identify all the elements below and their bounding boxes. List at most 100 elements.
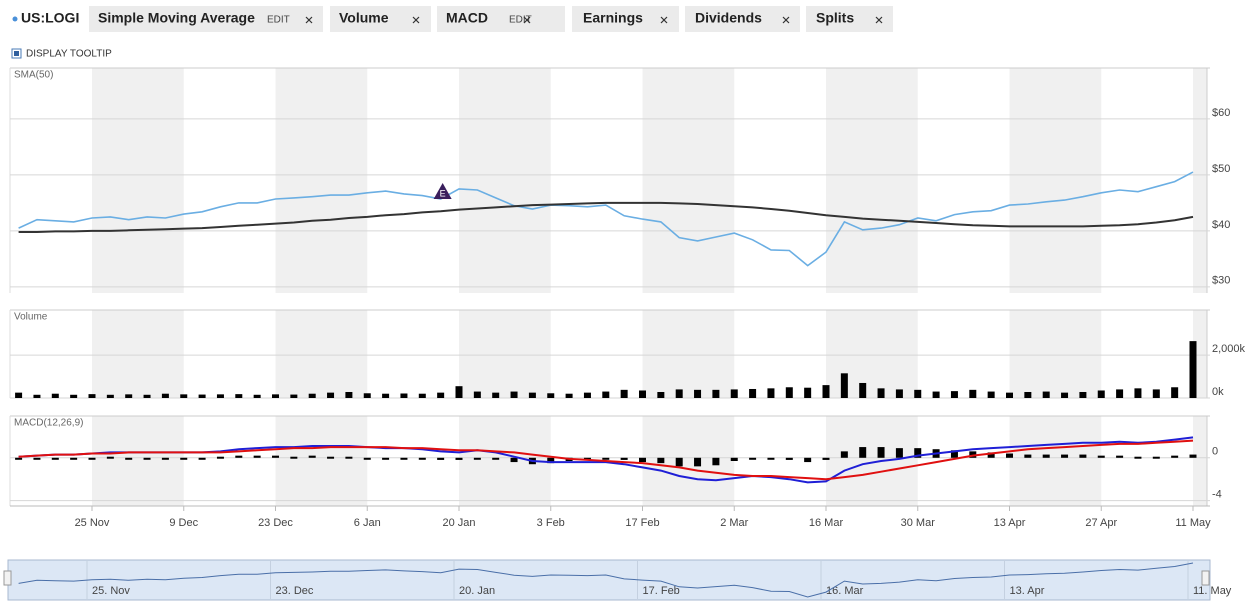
tab-bg[interactable]: [89, 6, 323, 32]
navigator-label: 11. May: [1193, 585, 1232, 597]
volume-bar: [840, 373, 848, 398]
band: [92, 416, 184, 506]
checkbox-fill: [14, 51, 19, 56]
histogram-bar: [106, 456, 114, 459]
histogram-bar: [694, 457, 702, 467]
histogram-bar: [1134, 456, 1142, 459]
histogram-bar: [859, 447, 867, 458]
histogram-bar: [161, 457, 169, 460]
symbol-dot: [12, 16, 18, 22]
close-stroke: [523, 16, 531, 24]
y-tick-label: 0: [1212, 446, 1218, 458]
histogram-bar: [785, 457, 793, 460]
volume-bar: [950, 391, 958, 398]
tab-label[interactable]: Dividends: [695, 10, 762, 26]
y-tick-label: $60: [1212, 107, 1230, 119]
tab-bg[interactable]: [437, 6, 565, 32]
tooltip-toggle[interactable]: DISPLAY TOOLTIP: [26, 49, 112, 60]
volume-bar: [749, 388, 757, 398]
close-stroke: [660, 16, 668, 24]
histogram-bar: [143, 457, 151, 460]
histogram-bar: [969, 451, 977, 458]
earnings-marker: [433, 182, 452, 199]
volume-bar: [987, 391, 995, 398]
x-tick-label: 23 Dec: [258, 517, 293, 529]
histogram-bar: [455, 457, 463, 460]
tab-label[interactable]: Earnings: [583, 10, 643, 26]
histogram-bar: [1189, 454, 1197, 458]
close-button[interactable]: [660, 16, 668, 24]
histogram-bar: [547, 457, 555, 464]
volume-bar: [822, 385, 830, 398]
x-tick-label: 2 Mar: [720, 517, 748, 529]
band: [1009, 68, 1102, 293]
close-button[interactable]: [412, 16, 420, 24]
volume-bar: [1171, 387, 1179, 398]
histogram-bar: [1116, 455, 1124, 458]
navigator-label: 20. Jan: [459, 585, 495, 597]
tab-label[interactable]: MACD: [446, 10, 488, 26]
close-button[interactable]: [875, 16, 883, 24]
volume-bar: [510, 391, 518, 398]
volume-bar: [106, 394, 114, 398]
tab-label[interactable]: Simple Moving Average: [98, 10, 255, 26]
volume-bar: [363, 393, 371, 398]
histogram-bar: [804, 457, 812, 463]
band: [275, 416, 368, 506]
macd-line: [18, 439, 1194, 481]
plot-area: $30 $40 $50 $60 SMA(50) E 0k 2,000k Volume -4 0 MAC…: [3, 67, 1246, 601]
tab-bg[interactable]: [572, 6, 679, 32]
histogram-bar: [70, 457, 78, 460]
band: [92, 310, 184, 398]
volume-bar: [1006, 392, 1013, 398]
histogram-bar: [1042, 454, 1050, 458]
band: [1009, 310, 1102, 398]
close-button[interactable]: [523, 16, 531, 24]
volume-bar: [492, 392, 500, 398]
y-tick-label: 2,000k: [1212, 343, 1246, 355]
volume-bar: [437, 392, 445, 398]
edit-button[interactable]: EDIT: [267, 15, 290, 26]
volume-bar: [1079, 391, 1087, 398]
x-tick-label: 11 May: [1175, 517, 1211, 529]
close-icons: [305, 16, 883, 24]
histogram-bar: [1006, 453, 1013, 458]
navigator-handle[interactable]: [1201, 570, 1210, 586]
x-tick-label: 30 Mar: [901, 517, 936, 529]
volume-bar: [125, 394, 133, 398]
histogram-bar: [895, 448, 903, 458]
navigator-handle[interactable]: [3, 570, 12, 586]
histogram-bar: [308, 455, 316, 458]
close-button[interactable]: [305, 16, 313, 24]
band: [1009, 416, 1102, 506]
volume-bar: [547, 393, 555, 398]
volume-bar: [327, 392, 335, 398]
band: [459, 68, 551, 293]
tab-label[interactable]: Volume: [339, 10, 389, 26]
volume-bar: [565, 393, 573, 398]
close-button[interactable]: [782, 16, 790, 24]
volume-bar: [308, 393, 316, 398]
band: [642, 68, 735, 293]
volume-bar: [694, 389, 702, 398]
volume-bar: [1134, 388, 1142, 398]
y-tick-label: -4: [1212, 489, 1222, 501]
histogram-bar: [840, 451, 848, 458]
histogram-bar: [877, 447, 885, 458]
histogram-bar: [290, 456, 298, 459]
close-stroke: [305, 16, 313, 24]
navigator-label: 13. Apr: [1010, 585, 1045, 597]
edit-button[interactable]: EDIT: [509, 15, 532, 26]
volume-bar: [767, 388, 775, 398]
panel-title: SMA(50): [14, 70, 53, 81]
tab-label[interactable]: Splits: [816, 10, 854, 26]
navigator-label: 25. Nov: [92, 585, 130, 597]
tabs: Simple Moving Average EDIT Volume MACD E…: [89, 6, 893, 32]
tab-bg[interactable]: [685, 6, 800, 32]
histogram-bar: [767, 457, 775, 460]
band: [275, 68, 368, 293]
histogram-bar: [235, 455, 243, 458]
y-tick-label: $50: [1212, 163, 1230, 175]
histogram-bar: [33, 457, 41, 460]
